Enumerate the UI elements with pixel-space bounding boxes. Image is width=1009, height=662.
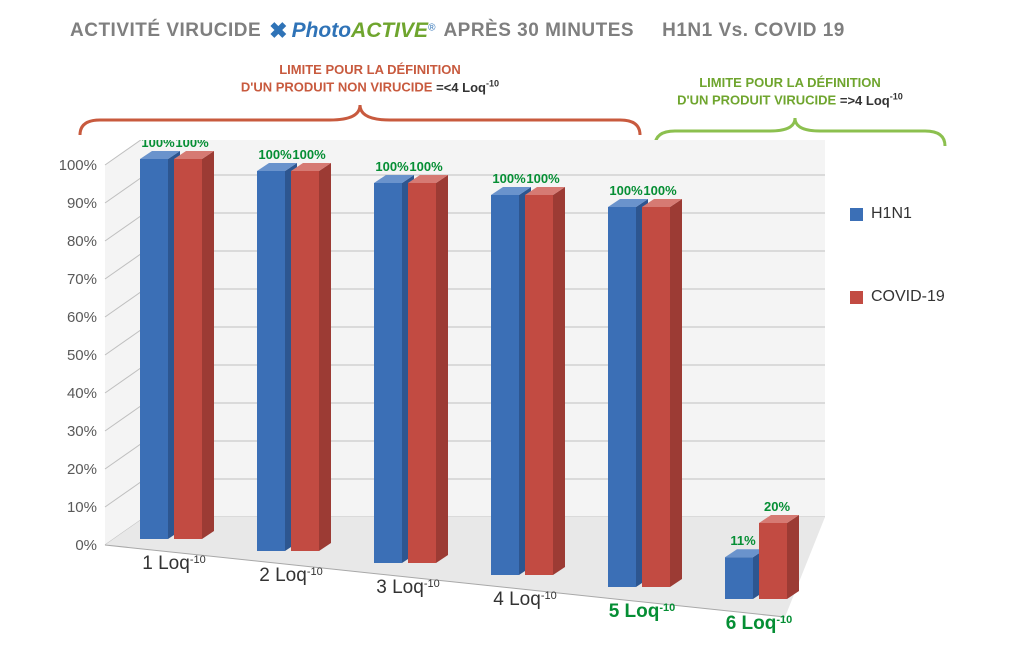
svg-text:11%: 11% <box>730 533 756 548</box>
svg-text:100%: 100% <box>60 157 97 174</box>
svg-text:90%: 90% <box>67 195 97 212</box>
legend: H1N1 COVID-19 <box>850 205 970 371</box>
svg-text:80%: 80% <box>67 233 97 250</box>
svg-text:70%: 70% <box>67 271 97 288</box>
chart-svg: 0%10%20%30%40%50%60%70%80%90%100%100%100… <box>60 140 960 640</box>
svg-text:1 Loq-10: 1 Loq-10 <box>142 553 205 574</box>
legend-swatch-covid <box>850 291 863 304</box>
svg-text:100%: 100% <box>409 159 443 174</box>
svg-text:100%: 100% <box>609 183 643 198</box>
svg-text:100%: 100% <box>526 171 560 186</box>
svg-text:20%: 20% <box>764 499 790 514</box>
logo-x-icon: ✖ <box>269 18 287 44</box>
svg-text:20%: 20% <box>67 461 97 478</box>
svg-text:100%: 100% <box>292 147 326 162</box>
legend-item-h1n1: H1N1 <box>850 205 970 223</box>
bracket-label-non-virucide: LIMITE POUR LA DÉFINITION D'UN PRODUIT N… <box>230 62 510 96</box>
svg-text:30%: 30% <box>67 423 97 440</box>
legend-swatch-h1n1 <box>850 208 863 221</box>
svg-text:100%: 100% <box>258 147 292 162</box>
svg-text:4 Loq-10: 4 Loq-10 <box>493 589 556 610</box>
title-part1: ACTIVITÉ VIRUCIDE <box>70 20 261 42</box>
chart-title-bar: ACTIVITÉ VIRUCIDE ✖ PhotoACTIVE® APRÈS 3… <box>0 0 1009 44</box>
legend-label-h1n1: H1N1 <box>871 205 912 223</box>
logo-active: ACTIVE <box>351 19 428 42</box>
legend-label-covid: COVID-19 <box>871 288 945 306</box>
logo-photo: Photo <box>292 19 351 42</box>
photoactive-logo: ✖ PhotoACTIVE® <box>269 18 435 44</box>
bracket-label-virucide: LIMITE POUR LA DÉFINITION D'UN PRODUIT V… <box>650 75 930 109</box>
svg-text:100%: 100% <box>492 171 526 186</box>
legend-item-covid: COVID-19 <box>850 288 970 306</box>
bar-chart-3d: 0%10%20%30%40%50%60%70%80%90%100%100%100… <box>60 140 960 610</box>
bracket-non-virucide <box>60 100 660 145</box>
registered-icon: ® <box>428 23 435 34</box>
svg-text:60%: 60% <box>67 309 97 326</box>
svg-text:50%: 50% <box>67 347 97 364</box>
svg-text:100%: 100% <box>643 183 677 198</box>
svg-text:100%: 100% <box>175 140 209 150</box>
svg-text:5 Loq-10: 5 Loq-10 <box>609 601 676 622</box>
svg-text:3 Loq-10: 3 Loq-10 <box>376 577 439 598</box>
svg-text:6 Loq-10: 6 Loq-10 <box>726 613 793 634</box>
svg-text:0%: 0% <box>75 537 97 554</box>
svg-text:100%: 100% <box>375 159 409 174</box>
svg-text:100%: 100% <box>141 140 175 150</box>
title-part3: H1N1 Vs. COVID 19 <box>662 20 845 42</box>
title-part2: APRÈS 30 MINUTES <box>443 20 634 42</box>
svg-text:2 Loq-10: 2 Loq-10 <box>259 565 322 586</box>
svg-text:10%: 10% <box>67 499 97 516</box>
svg-text:40%: 40% <box>67 385 97 402</box>
